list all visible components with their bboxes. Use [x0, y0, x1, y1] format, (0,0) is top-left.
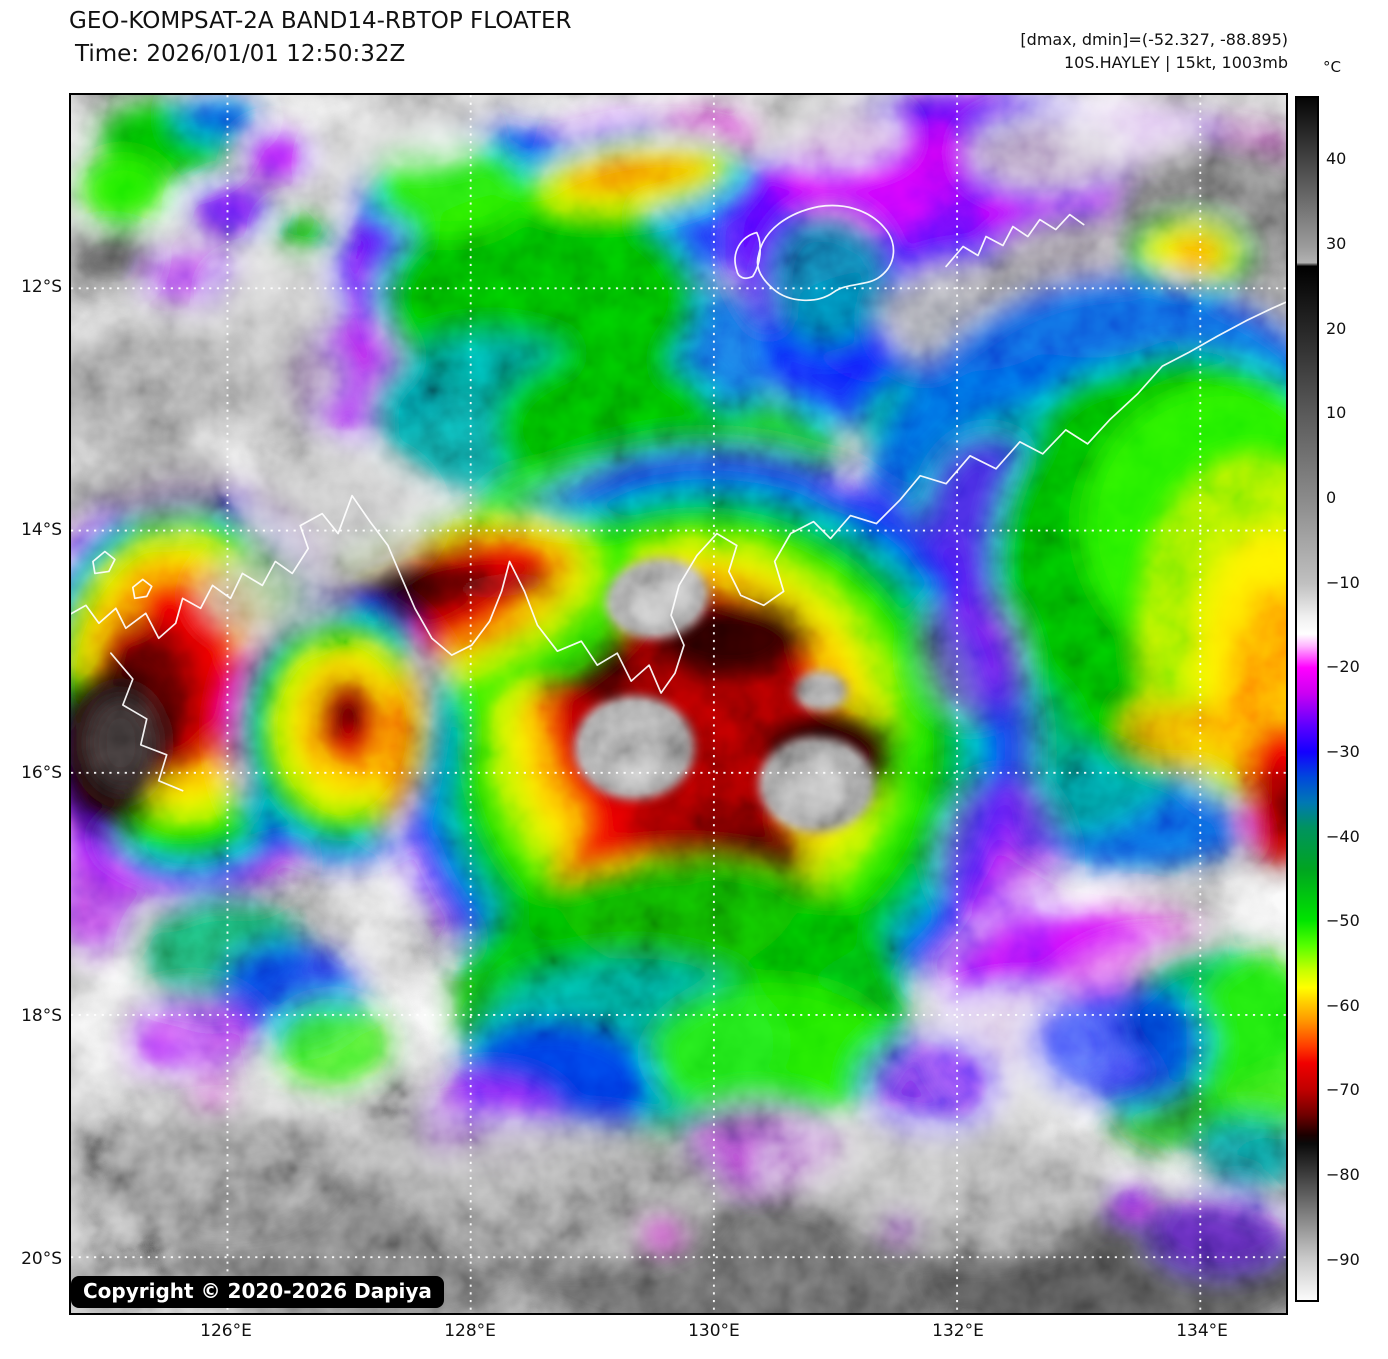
colorbar-tick-label: −60 — [1326, 995, 1360, 1015]
lat-tick-label: 18°S — [21, 1005, 62, 1026]
grid-lines — [71, 95, 1286, 1313]
lat-tick-label: 16°S — [21, 763, 62, 784]
colorbar-tick-label: −40 — [1326, 826, 1360, 846]
colorbar-tick-label: 30 — [1326, 234, 1347, 254]
dmax-dmin-readout: [dmax, dmin]=(-52.327, -88.895) — [1020, 30, 1288, 49]
satellite-image — [71, 95, 1286, 1313]
colorbar-tick-label: −70 — [1326, 1080, 1360, 1100]
storm-info: 10S.HAYLEY | 15kt, 1003mb — [1064, 53, 1288, 72]
fine-cloud-texture — [71, 95, 1286, 1313]
lon-tick-label: 128°E — [444, 1321, 496, 1341]
coastlines — [71, 204, 1286, 792]
colorbar-tick-label: −30 — [1326, 741, 1360, 761]
lat-tick-label: 20°S — [21, 1249, 62, 1270]
lon-tick-label: 126°E — [200, 1321, 252, 1341]
lon-tick-label: 134°E — [1176, 1321, 1228, 1341]
lat-tick-label: 12°S — [21, 277, 62, 298]
colorbar-tick-label: 40 — [1326, 149, 1347, 169]
colorbar-tick-label: 20 — [1326, 318, 1347, 338]
copyright-badge: Copyright © 2020-2026 Dapiya — [71, 1276, 444, 1308]
colorbar-ticks: 40 30 20 10 0 −10 −20 −30 −40 −50 −60 −70 −80 −90 — [1326, 96, 1386, 1302]
lon-tick-label: 132°E — [932, 1321, 984, 1341]
colorbar-unit: °C — [1323, 58, 1341, 76]
colorbar-tick-label: −10 — [1326, 572, 1360, 592]
satellite-map — [69, 93, 1288, 1315]
colorbar-tick-label: −50 — [1326, 911, 1360, 931]
colorbar-tick-label: 10 — [1326, 403, 1347, 423]
colorbar-tick-label: −20 — [1326, 657, 1360, 677]
colorbar-tick-label: −80 — [1326, 1165, 1360, 1185]
colorbar-gradient — [1295, 96, 1319, 1302]
timestamp: Time: 2026/01/01 12:50:32Z — [75, 41, 406, 67]
lon-tick-label: 130°E — [688, 1321, 740, 1341]
colorbar-tick-label: −90 — [1326, 1249, 1360, 1269]
lat-tick-label: 14°S — [21, 519, 62, 540]
colorbar-tick-label: 0 — [1326, 488, 1337, 507]
page-title: GEO-KOMPSAT-2A BAND14-RBTOP FLOATER — [69, 8, 572, 34]
